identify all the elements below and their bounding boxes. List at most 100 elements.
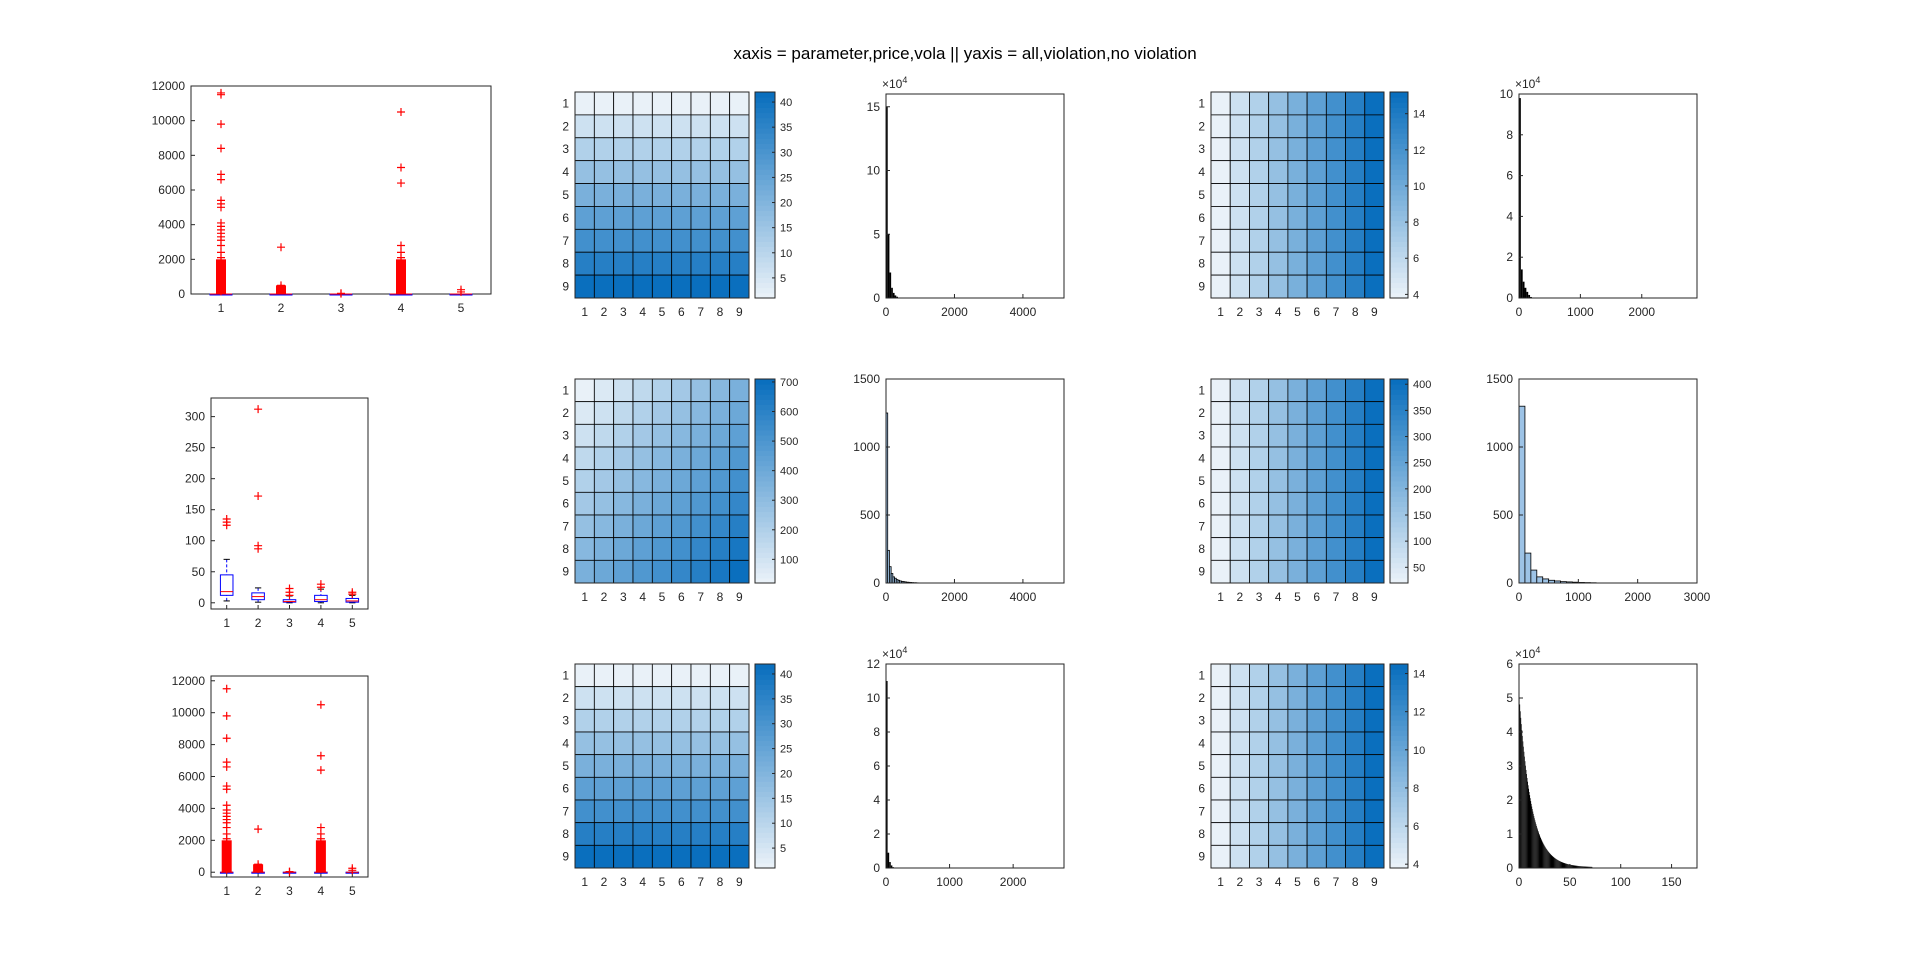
plot-frame [190, 85, 492, 295]
colorbar-segment [1390, 470, 1408, 477]
colorbar-segment [755, 200, 775, 206]
heatmap-cell [690, 708, 711, 733]
colorbar-segment [1390, 394, 1408, 400]
row-label: 6 [1198, 211, 1205, 225]
col-label: 7 [697, 875, 704, 889]
histogram-bar [1518, 405, 1526, 584]
colorbar-tick-label: 4 [1413, 859, 1419, 871]
heatmap-cell [632, 469, 653, 493]
x-tick-label: 50 [1563, 875, 1577, 889]
x-tick-label: 150 [1662, 875, 1682, 889]
heatmap-cell [613, 686, 634, 710]
histogram-bar [1520, 717, 1522, 868]
histogram-bar [1568, 864, 1569, 868]
heatmap-cell [1287, 559, 1308, 584]
colorbar-segment [755, 786, 775, 792]
row-label: 3 [1198, 429, 1205, 443]
heatmap-cell [709, 822, 731, 846]
colorbar-segment [755, 399, 775, 405]
colorbar-segment [755, 486, 775, 492]
heatmap-cell [651, 663, 673, 688]
colorbar-segment [1390, 486, 1408, 492]
heatmap-cell [1249, 663, 1270, 688]
colorbar-tick-label: 10 [1413, 745, 1425, 757]
colorbar-tick-label: 50 [1413, 562, 1425, 574]
colorbar-segment [1390, 725, 1408, 731]
histogram-bar [1547, 850, 1548, 868]
histogram-bar [1582, 866, 1584, 868]
heatmap-cell [632, 251, 653, 276]
heatmap-cell [632, 137, 653, 162]
row-label: 8 [562, 542, 569, 556]
heatmap-cell [1249, 754, 1270, 778]
heatmap-cell [1229, 401, 1250, 425]
colorbar-segment [1390, 153, 1408, 160]
plot-frame [1518, 378, 1698, 584]
heatmap-cell [1306, 822, 1327, 846]
heatmap-cell [574, 799, 595, 824]
chart-r1c1: 0 2000 4000 6000 8000 10000 12000 1 2 3 4 5 [152, 79, 492, 315]
colorbar-segment [1390, 440, 1408, 446]
heatmap-cell [1249, 799, 1270, 824]
y-tick-label: 2 [1506, 250, 1513, 264]
colorbar-tick-label: 500 [780, 436, 798, 448]
histogram-bar [1574, 865, 1576, 868]
heatmap-cell [1210, 514, 1231, 539]
heatmap-cell [1229, 446, 1250, 471]
x-tick-label: 2000 [1624, 590, 1651, 604]
heatmap-cell [1268, 731, 1289, 756]
colorbar-segment [1390, 501, 1408, 507]
col-label: 5 [659, 305, 666, 319]
histogram-bar [1524, 761, 1526, 868]
histogram-bar [1577, 865, 1578, 868]
heatmap-cell [1210, 274, 1231, 299]
heatmap-cell [729, 160, 750, 184]
col-label: 7 [697, 590, 704, 604]
colorbar-segment [1390, 567, 1408, 574]
colorbar-segment [755, 246, 775, 253]
heatmap-cell [574, 160, 595, 184]
colorbar-tick-label: 15 [780, 223, 792, 235]
heatmap-cell [1249, 469, 1270, 493]
heatmap-cell [1210, 776, 1231, 801]
col-label: 9 [736, 305, 743, 319]
heatmap-cell [574, 663, 595, 688]
heatmap-cell [690, 491, 711, 516]
colorbar-tick-label: 14 [1413, 669, 1425, 681]
heatmap-cell [1268, 491, 1289, 516]
heatmap-cell [709, 731, 731, 756]
heatmap-cell [1229, 91, 1250, 116]
heatmap-cell [729, 491, 750, 516]
colorbar-segment [755, 730, 775, 736]
heatmap-cell [574, 114, 595, 139]
heatmap-cell [709, 686, 731, 710]
y-tick-label: 200 [185, 472, 205, 486]
col-label: 1 [1217, 305, 1224, 319]
heatmap-cell [1287, 731, 1308, 756]
x-tick-label: 5 [349, 616, 356, 630]
heatmap-cell [1249, 91, 1270, 116]
histogram-bar [1561, 862, 1562, 868]
heatmap-cell [574, 274, 595, 299]
plot-frame [1210, 663, 1385, 869]
heatmap-cell [1345, 206, 1366, 230]
histogram-bar [1552, 856, 1554, 868]
colorbar-segment [1390, 251, 1408, 258]
heatmap-cell [632, 844, 653, 869]
x-tick-label: 2000 [941, 305, 968, 319]
heatmap-cell [671, 491, 692, 516]
row-label: 7 [562, 804, 569, 818]
y-tick-label: 5 [1506, 691, 1513, 705]
row-label: 6 [562, 782, 569, 796]
histogram-bar [1572, 865, 1574, 868]
heatmap-cell [1287, 114, 1308, 139]
histogram-bar [1559, 861, 1560, 868]
row-label: 7 [1198, 804, 1205, 818]
histogram-bar [1540, 837, 1542, 868]
heatmap-cell [1325, 274, 1346, 299]
histogram-bar [1539, 835, 1541, 868]
y-tick-label: 10 [867, 691, 881, 705]
histogram-bar [1587, 866, 1589, 868]
row-label: 5 [562, 759, 569, 773]
colorbar-segment [1390, 521, 1408, 528]
